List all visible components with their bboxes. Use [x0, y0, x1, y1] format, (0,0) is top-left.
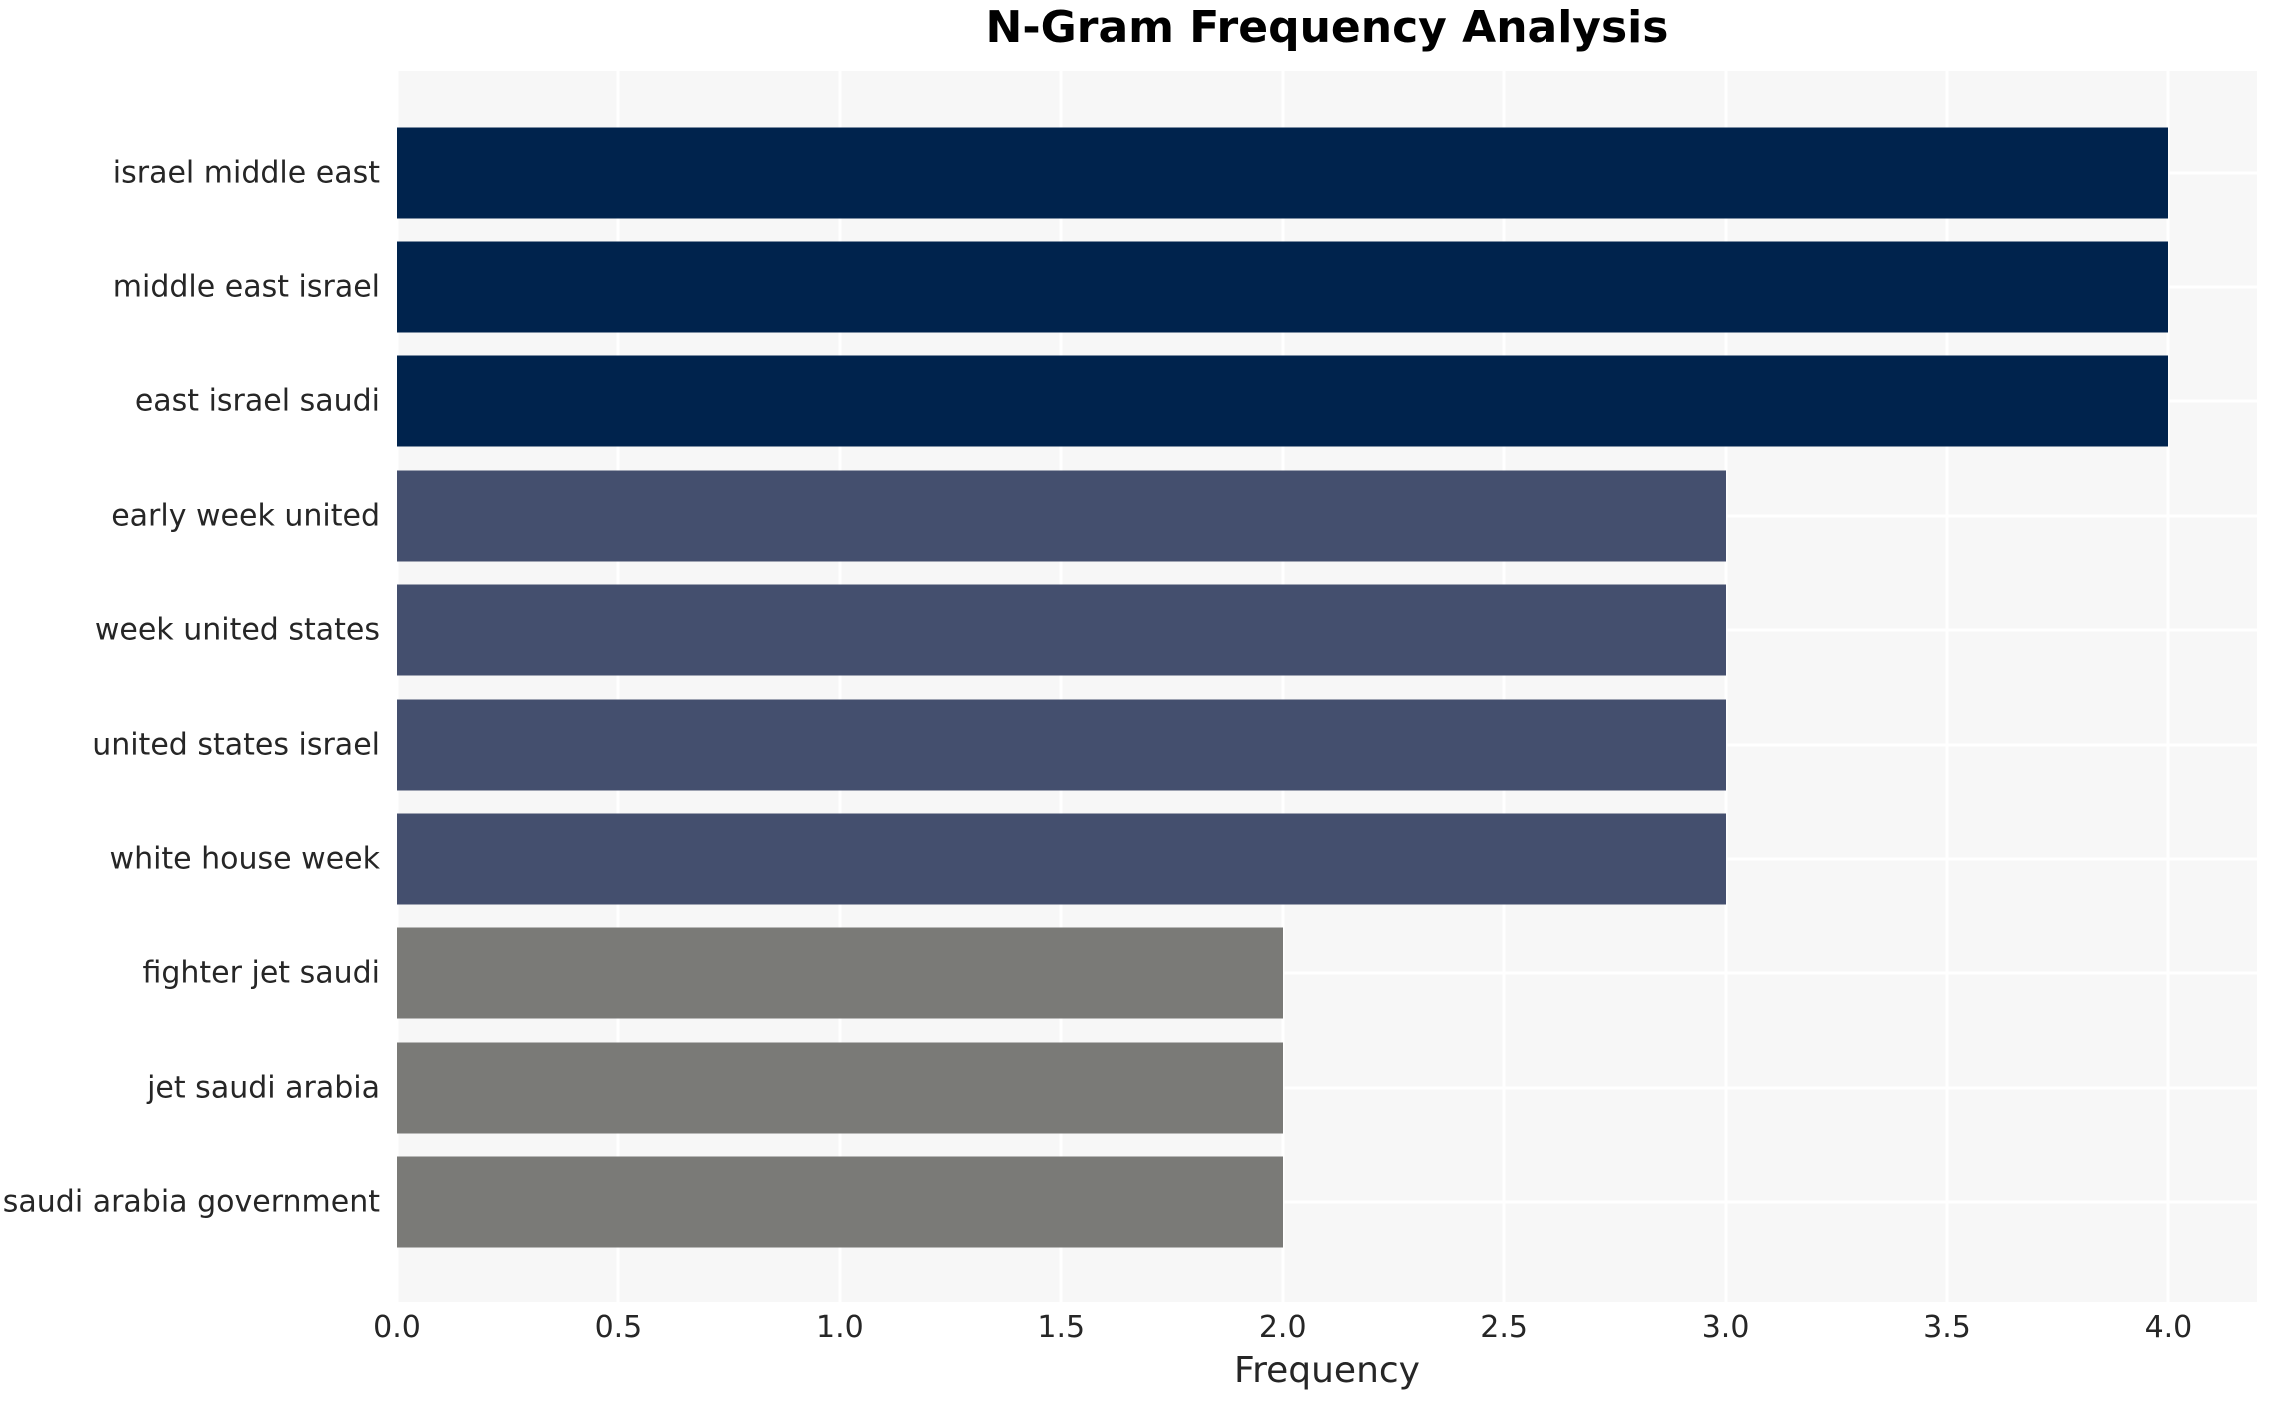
y-axis-label: east israel saudi — [134, 383, 380, 419]
gridline-vertical — [1281, 71, 1285, 1302]
x-tick-label: 2.0 — [1258, 1310, 1307, 1345]
bar-white-house-week — [397, 813, 1726, 905]
x-tick-label: 3.5 — [1923, 1310, 1971, 1345]
bar-united-states-israel — [397, 699, 1726, 790]
x-tick-label: 4.0 — [2144, 1310, 2193, 1345]
gridline-horizontal — [397, 1086, 2257, 1090]
y-axis-label: united states israel — [92, 727, 380, 762]
x-tick-label: 0.5 — [594, 1310, 643, 1345]
y-axis-label: saudi arabia government — [2, 1184, 380, 1220]
bar-middle-east-israel — [397, 241, 2169, 333]
gridline-horizontal — [397, 1200, 2257, 1204]
y-axis-label: week united states — [94, 612, 380, 648]
x-tick-label: 1.5 — [1037, 1310, 1086, 1345]
y-axis-labels: israel middle east middle east israel east… — [0, 71, 380, 1302]
bar-early-week-united — [397, 470, 1726, 562]
gridline-vertical — [1502, 71, 1506, 1302]
bar-israel-middle-east — [397, 127, 2169, 218]
gridline-horizontal — [397, 971, 2257, 975]
x-tick-label: 0.0 — [373, 1310, 421, 1345]
x-tick-label: 1.0 — [815, 1310, 864, 1345]
x-axis-label: Frequency — [1234, 1350, 1420, 1391]
x-tick-label: 3.0 — [1701, 1310, 1750, 1345]
gridline-vertical — [1059, 71, 1063, 1302]
x-tick-label: 2.5 — [1480, 1310, 1528, 1345]
y-axis-label: white house week — [109, 841, 380, 877]
plot-area — [397, 71, 2257, 1302]
bar-jet-saudi-arabia — [397, 1042, 1283, 1134]
gridline-vertical — [838, 71, 842, 1302]
x-axis-tick-labels: 0.0 0.5 1.0 1.5 2.0 2.5 3.0 3.5 4.0 — [373, 1302, 2257, 1350]
y-axis-label: early week united — [111, 498, 380, 534]
gridline-vertical — [1945, 71, 1949, 1302]
bar-week-united-states — [397, 584, 1726, 676]
chart-title: N-Gram Frequency Analysis — [985, 2, 1669, 53]
y-axis-label: fighter jet saudi — [142, 955, 380, 991]
bar-saudi-arabia-government — [397, 1156, 1283, 1248]
gridline-vertical — [397, 71, 399, 1302]
gridline-vertical — [2166, 71, 2170, 1302]
y-axis-label: jet saudi arabia — [147, 1070, 380, 1106]
y-axis-label: israel middle east — [112, 155, 380, 190]
gridline-vertical — [616, 71, 620, 1302]
y-axis-label: middle east israel — [112, 269, 380, 305]
bar-east-israel-saudi — [397, 355, 2169, 447]
bar-fighter-jet-saudi — [397, 927, 1283, 1019]
gridline-vertical — [1724, 71, 1728, 1302]
